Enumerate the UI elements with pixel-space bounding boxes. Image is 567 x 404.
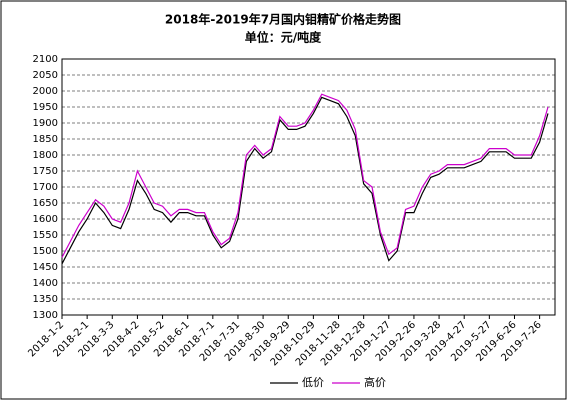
y-tick-label: 2050: [33, 70, 58, 81]
y-tick-label: 1600: [33, 214, 58, 225]
y-tick-label: 1750: [33, 166, 58, 177]
y-tick-label: 1900: [33, 118, 58, 129]
y-tick-label: 1650: [33, 198, 58, 209]
chart-subtitle: 单位：元/吨度: [245, 30, 322, 45]
chart-title: 2018年-2019年7月国内钼精矿价格走势图: [165, 12, 401, 27]
series-line: [61, 93, 549, 258]
y-tick-label: 1500: [33, 246, 58, 257]
y-tick-label: 2100: [33, 54, 58, 65]
y-tick-label: 1400: [33, 278, 58, 289]
y-tick-label: 1950: [33, 102, 58, 113]
y-tick-label: 1450: [33, 262, 58, 273]
y-tick-label: 2000: [33, 86, 58, 97]
y-tick-label: 1350: [33, 294, 58, 305]
y-tick-label: 1800: [33, 150, 58, 161]
y-tick-label: 1850: [33, 134, 58, 145]
y-tick-label: 1550: [33, 230, 58, 241]
legend-label: 低价: [302, 376, 324, 389]
y-tick-label: 1700: [33, 182, 58, 193]
legend-label: 高价: [364, 375, 386, 389]
y-tick-label: 1300: [33, 310, 58, 321]
series-line: [61, 96, 549, 265]
